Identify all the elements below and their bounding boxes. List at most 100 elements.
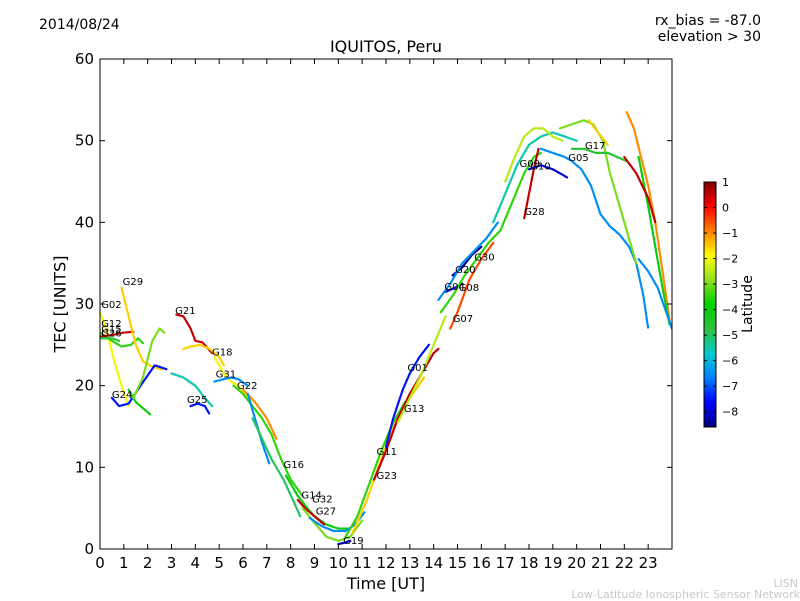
x-tick-label: 7	[262, 554, 272, 572]
sat-label-g13: G13	[404, 404, 424, 415]
x-tick-label: 17	[496, 554, 515, 572]
sat-label-g14: G14	[301, 490, 321, 501]
y-tick-label: 50	[75, 132, 94, 150]
series-g28	[523, 147, 540, 220]
sat-label-g18: G18	[212, 348, 232, 359]
sat-label-g04: G04	[444, 282, 464, 293]
series-g17e	[623, 155, 657, 224]
x-tick-label: 1	[119, 554, 129, 572]
series-g02	[100, 311, 130, 408]
series-g19b	[337, 539, 352, 546]
series-g12	[100, 331, 144, 348]
series-g17	[570, 147, 628, 163]
series-g30	[437, 221, 500, 301]
y-tick-label: 10	[75, 458, 94, 476]
x-tick-label: 5	[214, 554, 224, 572]
series-g17f	[637, 258, 672, 330]
series-g21	[175, 313, 214, 355]
x-tick-label: 19	[543, 554, 562, 572]
series-g22c	[246, 392, 271, 465]
series-g25	[189, 402, 211, 416]
x-tick-label: 3	[167, 554, 177, 572]
series-g32	[296, 498, 326, 526]
x-tick-label: 8	[286, 554, 296, 572]
sat-label-g20: G20	[455, 265, 475, 276]
sat-label-g19: G19	[343, 536, 363, 547]
series-g11	[344, 400, 407, 538]
sat-label-g22: G22	[237, 381, 257, 392]
series-g17c	[625, 111, 671, 322]
rx-bias-label: rx_bias = -87.0	[654, 13, 761, 29]
sat-label-g11: G11	[377, 447, 397, 458]
sat-label-g27: G27	[316, 507, 336, 518]
series-g21b	[182, 343, 225, 367]
series-g10	[527, 164, 569, 179]
sat-label-g12: G12	[101, 319, 121, 330]
series-g25b	[170, 372, 214, 408]
series-g13	[396, 315, 447, 424]
chart-title: IQUITOS, Peru	[329, 37, 443, 56]
x-tick-label: 22	[615, 554, 634, 572]
y-tick-label: 30	[75, 295, 94, 313]
sat-label-g02: G02	[101, 300, 121, 311]
series-g07	[449, 241, 495, 330]
x-tick-label: 12	[376, 554, 395, 572]
sat-label-g28: G28	[524, 207, 544, 218]
y-tick-label: 60	[75, 50, 94, 68]
y-tick-label: 0	[84, 540, 94, 558]
series-g23	[373, 347, 440, 481]
x-tick-label: 21	[591, 554, 610, 572]
colorbar-tick-label: −4	[722, 304, 738, 317]
series-g28e	[132, 327, 166, 399]
series-g26	[100, 337, 121, 342]
sat-label-g15: G15	[101, 325, 121, 336]
colorbar-tick-label: 0	[722, 202, 729, 215]
x-tick-label: 2	[143, 554, 153, 572]
watermark-lisn: LISN	[773, 577, 798, 590]
sat-label-g05: G05	[568, 153, 588, 164]
x-tick-label: 10	[329, 554, 348, 572]
sat-label-g30: G30	[474, 253, 494, 264]
x-tick-label: 20	[567, 554, 586, 572]
x-tick-label: 15	[448, 554, 467, 572]
sat-label-g31: G31	[216, 370, 236, 381]
x-tick-label: 6	[238, 554, 248, 572]
colorbar-tick-label: −6	[722, 355, 738, 368]
series-g22	[232, 384, 304, 497]
series-g08	[439, 151, 542, 314]
sat-label-g26: G26	[101, 329, 121, 340]
colorbar-tick-label: −2	[722, 253, 738, 266]
x-tick-label: 16	[472, 554, 491, 572]
series-g29	[120, 286, 164, 371]
x-tick-label: 0	[95, 554, 105, 572]
sat-label-g09: G09	[520, 159, 540, 170]
colorbar-tick-label: −1	[722, 227, 738, 240]
x-tick-label: 11	[353, 554, 372, 572]
sat-label-g16: G16	[284, 460, 304, 471]
y-tick-label: 20	[75, 377, 94, 395]
x-tick-label: 4	[191, 554, 201, 572]
series-g15	[100, 330, 135, 338]
x-axis-label: Time [UT]	[346, 574, 426, 593]
colorbar-tick-label: −5	[722, 329, 738, 342]
colorbar-tick-label: −3	[722, 278, 738, 291]
series-g10b	[504, 127, 564, 183]
elevation-label: elevation > 30	[657, 29, 761, 45]
x-tick-label: 13	[400, 554, 419, 572]
series-g16	[251, 417, 302, 518]
watermark-network: Low-Latitude Ionospheric Sensor Network	[571, 588, 800, 601]
sat-label-g10: G10	[530, 161, 550, 172]
series-g17b	[587, 119, 609, 146]
colorbar-tick-label: 1	[722, 176, 729, 189]
sat-label-g25: G25	[187, 395, 207, 406]
sat-label-g01: G01	[407, 363, 427, 374]
sat-label-g23: G23	[377, 471, 397, 482]
sat-label-g17: G17	[585, 141, 605, 152]
sat-label-g29: G29	[123, 277, 143, 288]
colorbar	[703, 181, 717, 428]
series-g09	[492, 131, 578, 224]
series-g24b	[127, 388, 152, 416]
series-g01	[384, 343, 430, 448]
y-tick-label: 40	[75, 213, 94, 231]
